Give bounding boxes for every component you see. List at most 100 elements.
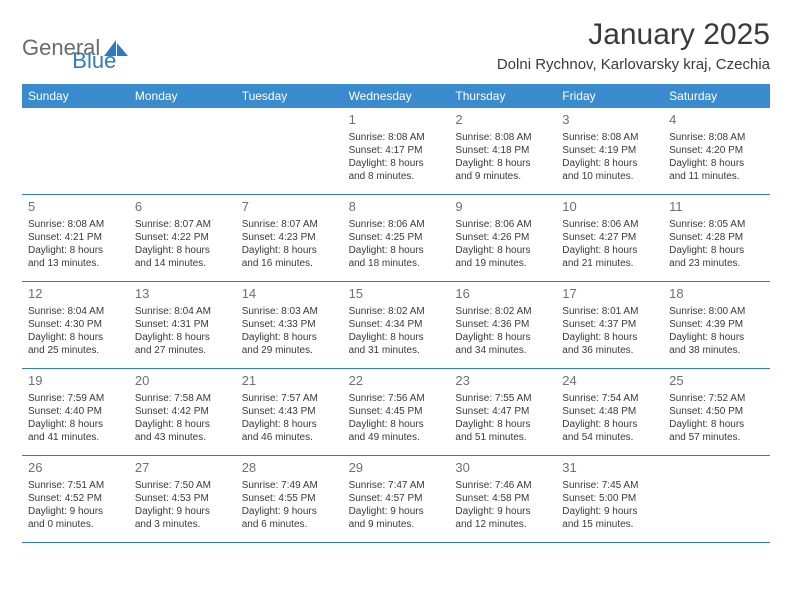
sunrise-text: Sunrise: 8:06 AM <box>562 218 657 231</box>
daylight-text: and 16 minutes. <box>242 257 337 270</box>
daylight-text: and 34 minutes. <box>455 344 550 357</box>
day-cell: 4Sunrise: 8:08 AMSunset: 4:20 PMDaylight… <box>663 108 770 194</box>
daylight-text: and 49 minutes. <box>349 431 444 444</box>
daylight-text: Daylight: 8 hours <box>562 244 657 257</box>
sunrise-text: Sunrise: 7:51 AM <box>28 479 123 492</box>
sunset-text: Sunset: 4:42 PM <box>135 405 230 418</box>
daylight-text: Daylight: 8 hours <box>669 418 764 431</box>
weekday-header: Friday <box>556 84 663 108</box>
weekday-header: Wednesday <box>343 84 450 108</box>
daylight-text: and 11 minutes. <box>669 170 764 183</box>
sunrise-text: Sunrise: 8:02 AM <box>455 305 550 318</box>
sunrise-text: Sunrise: 8:01 AM <box>562 305 657 318</box>
day-cell: 1Sunrise: 8:08 AMSunset: 4:17 PMDaylight… <box>343 108 450 194</box>
daylight-text: Daylight: 8 hours <box>242 418 337 431</box>
daylight-text: and 38 minutes. <box>669 344 764 357</box>
daylight-text: Daylight: 8 hours <box>242 244 337 257</box>
daylight-text: and 0 minutes. <box>28 518 123 531</box>
sunrise-text: Sunrise: 8:08 AM <box>669 131 764 144</box>
daylight-text: and 31 minutes. <box>349 344 444 357</box>
sunrise-text: Sunrise: 7:49 AM <box>242 479 337 492</box>
day-cell: 7 Sunrise: 8:07 AMSunset: 4:23 PMDaylight… <box>236 195 343 281</box>
weekday-header: Sunday <box>22 84 129 108</box>
day-cell: 11Sunrise: 8:05 AMSunset: 4:28 PMDayligh… <box>663 195 770 281</box>
day-number: 9 <box>455 199 550 216</box>
day-number: 7 <box>242 199 337 216</box>
daylight-text: and 6 minutes. <box>242 518 337 531</box>
weekday-header: Tuesday <box>236 84 343 108</box>
day-number: 20 <box>135 373 230 390</box>
sunset-text: Sunset: 4:48 PM <box>562 405 657 418</box>
daylight-text: Daylight: 8 hours <box>455 157 550 170</box>
daylight-text: and 27 minutes. <box>135 344 230 357</box>
day-number: 21 <box>242 373 337 390</box>
day-cell: 30Sunrise: 7:46 AMSunset: 4:58 PMDayligh… <box>449 456 556 542</box>
sunrise-text: Sunrise: 7:50 AM <box>135 479 230 492</box>
day-number: 23 <box>455 373 550 390</box>
sunset-text: Sunset: 4:50 PM <box>669 405 764 418</box>
day-number: 6 <box>135 199 230 216</box>
sunset-text: Sunset: 4:18 PM <box>455 144 550 157</box>
daylight-text: Daylight: 8 hours <box>135 418 230 431</box>
sunset-text: Sunset: 4:57 PM <box>349 492 444 505</box>
day-number: 22 <box>349 373 444 390</box>
daylight-text: and 9 minutes. <box>349 518 444 531</box>
day-number: 8 <box>349 199 444 216</box>
sunset-text: Sunset: 4:28 PM <box>669 231 764 244</box>
daylight-text: Daylight: 8 hours <box>562 418 657 431</box>
sunrise-text: Sunrise: 8:07 AM <box>242 218 337 231</box>
daylight-text: and 29 minutes. <box>242 344 337 357</box>
daylight-text: and 14 minutes. <box>135 257 230 270</box>
day-number: 16 <box>455 286 550 303</box>
daylight-text: Daylight: 8 hours <box>669 331 764 344</box>
sunrise-text: Sunrise: 8:00 AM <box>669 305 764 318</box>
day-number: 29 <box>349 460 444 477</box>
sunrise-text: Sunrise: 8:05 AM <box>669 218 764 231</box>
weekday-header: Saturday <box>663 84 770 108</box>
day-cell-empty <box>129 108 236 194</box>
sunrise-text: Sunrise: 8:02 AM <box>349 305 444 318</box>
daylight-text: Daylight: 9 hours <box>135 505 230 518</box>
sunset-text: Sunset: 4:23 PM <box>242 231 337 244</box>
sunset-text: Sunset: 4:47 PM <box>455 405 550 418</box>
sunrise-text: Sunrise: 7:54 AM <box>562 392 657 405</box>
day-number: 10 <box>562 199 657 216</box>
day-cell: 24 Sunrise: 7:54 AMSunset: 4:48 PMDayligh… <box>556 369 663 455</box>
day-cell: 22Sunrise: 7:56 AMSunset: 4:45 PMDayligh… <box>343 369 450 455</box>
sunrise-text: Sunrise: 7:55 AM <box>455 392 550 405</box>
daylight-text: Daylight: 9 hours <box>349 505 444 518</box>
daylight-text: and 10 minutes. <box>562 170 657 183</box>
sunset-text: Sunset: 4:53 PM <box>135 492 230 505</box>
day-number: 17 <box>562 286 657 303</box>
weeks-container: 1Sunrise: 8:08 AMSunset: 4:17 PMDaylight… <box>22 108 770 543</box>
sunset-text: Sunset: 4:37 PM <box>562 318 657 331</box>
daylight-text: and 36 minutes. <box>562 344 657 357</box>
sunset-text: Sunset: 4:36 PM <box>455 318 550 331</box>
sunrise-text: Sunrise: 8:06 AM <box>349 218 444 231</box>
day-cell: 25Sunrise: 7:52 AMSunset: 4:50 PMDayligh… <box>663 369 770 455</box>
day-number: 11 <box>669 199 764 216</box>
week-row: 5Sunrise: 8:08 AMSunset: 4:21 PMDaylight… <box>22 195 770 282</box>
daylight-text: and 25 minutes. <box>28 344 123 357</box>
day-cell: 29Sunrise: 7:47 AMSunset: 4:57 PMDayligh… <box>343 456 450 542</box>
week-row: 19Sunrise: 7:59 AMSunset: 4:40 PMDayligh… <box>22 369 770 456</box>
brand-word2: Blue <box>72 48 116 74</box>
day-cell: 18Sunrise: 8:00 AMSunset: 4:39 PMDayligh… <box>663 282 770 368</box>
daylight-text: Daylight: 8 hours <box>349 418 444 431</box>
sunset-text: Sunset: 4:33 PM <box>242 318 337 331</box>
week-row: 26Sunrise: 7:51 AMSunset: 4:52 PMDayligh… <box>22 456 770 543</box>
day-cell: 3Sunrise: 8:08 AMSunset: 4:19 PMDaylight… <box>556 108 663 194</box>
title-block: January 2025 Dolni Rychnov, Karlovarsky … <box>497 18 770 73</box>
daylight-text: and 46 minutes. <box>242 431 337 444</box>
daylight-text: Daylight: 9 hours <box>455 505 550 518</box>
sunset-text: Sunset: 4:25 PM <box>349 231 444 244</box>
weekday-header: Thursday <box>449 84 556 108</box>
sunrise-text: Sunrise: 8:08 AM <box>562 131 657 144</box>
day-number: 24 <box>562 373 657 390</box>
daylight-text: and 13 minutes. <box>28 257 123 270</box>
day-cell: 10 Sunrise: 8:06 AMSunset: 4:27 PMDayligh… <box>556 195 663 281</box>
sunrise-text: Sunrise: 8:08 AM <box>28 218 123 231</box>
sunrise-text: Sunrise: 7:45 AM <box>562 479 657 492</box>
sunset-text: Sunset: 4:20 PM <box>669 144 764 157</box>
sunset-text: Sunset: 4:27 PM <box>562 231 657 244</box>
